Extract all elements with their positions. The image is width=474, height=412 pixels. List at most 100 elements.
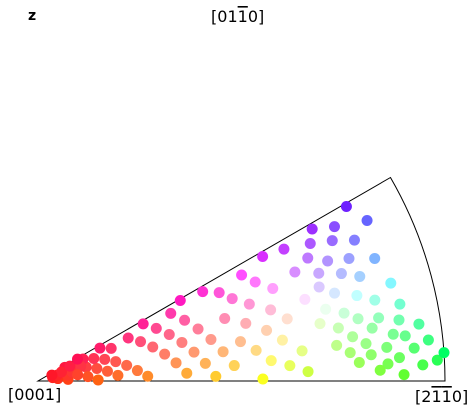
scatter-point (313, 267, 325, 279)
scatter-point (314, 318, 326, 330)
scatter-point (320, 303, 332, 315)
scatter-point (210, 370, 222, 382)
scatter-point (228, 360, 240, 372)
scatter-point (281, 313, 293, 325)
scatter-point (374, 364, 386, 376)
scatter-point (369, 294, 381, 306)
scatter-point (289, 266, 301, 278)
scatter-point (381, 341, 393, 353)
scatter-point (234, 336, 246, 348)
scatter-point (147, 341, 159, 353)
corner-right-i: 1 (442, 387, 452, 406)
scatter-point (351, 290, 363, 302)
scatter-point (369, 252, 381, 264)
scatter-point (122, 332, 134, 344)
scatter-point (165, 307, 177, 319)
scatter-point (135, 336, 147, 348)
scatter-point (340, 201, 352, 212)
scatter-point (91, 362, 103, 374)
scatter-point (174, 295, 186, 306)
scatter-point (373, 312, 385, 324)
scatter-point (243, 298, 255, 310)
scatter-point (197, 286, 209, 298)
scatter-point (72, 369, 84, 381)
scatter-point (226, 293, 238, 305)
scatter-point (302, 366, 314, 378)
scatter-point (322, 255, 334, 267)
scatter-point (302, 252, 314, 264)
scatter-point (398, 369, 410, 381)
scatter-point (417, 359, 429, 371)
scatter-point (360, 338, 372, 350)
scatter-point (331, 339, 343, 351)
scatter-point (393, 352, 405, 364)
scatter-point (347, 331, 359, 343)
scatter-point (261, 324, 273, 336)
scatter-point (313, 281, 325, 293)
scatter-point (352, 313, 364, 325)
scatter-point (338, 307, 350, 319)
scatter-point (354, 270, 366, 282)
scatter-point (296, 345, 308, 357)
scatter-point (265, 304, 277, 316)
corner-label-2-1-1-0: [2110] (415, 387, 468, 406)
scatter-point (176, 336, 188, 348)
scatter-point (137, 318, 149, 330)
corner-0001-h: 0 (14, 385, 24, 404)
scatter-point (159, 348, 171, 360)
scatter-point (121, 359, 133, 371)
corner-0001-i: 0 (35, 385, 45, 404)
scatter-point (55, 366, 67, 378)
scatter-point (99, 353, 111, 365)
scatter-point (110, 356, 122, 368)
scatter-point (326, 235, 338, 247)
scatter-point (131, 365, 143, 377)
reference-axis-label: z (28, 8, 36, 24)
corner-label-0001: [0001] (8, 385, 61, 404)
corner-right-h: 2 (421, 387, 431, 406)
scatter-point (101, 365, 113, 377)
scatter-point (94, 342, 106, 354)
scatter-point (348, 234, 360, 246)
scatter-point (82, 371, 94, 383)
scatter-point (422, 334, 434, 346)
scatter-point (170, 357, 182, 369)
scatter-point (306, 223, 318, 235)
scatter-point (213, 287, 225, 299)
scatter-point (399, 330, 411, 342)
scatter-point (142, 370, 154, 382)
scatter-point (72, 353, 83, 365)
scatter-point (150, 322, 162, 334)
scatter-point (188, 346, 200, 358)
scatter-point (353, 356, 365, 368)
scatter-point (393, 314, 405, 326)
corner-top-k: 1 (227, 7, 237, 26)
scatter-point (361, 215, 373, 226)
scatter-point (250, 344, 262, 356)
corner-top-h: 0 (217, 7, 227, 26)
corner-top-l: 0 (248, 7, 258, 26)
corner-label-01-1-0: [0110] (211, 7, 264, 26)
scatter-point (181, 367, 193, 379)
scatter-point (344, 347, 356, 359)
scatter-point (365, 349, 377, 361)
scatter-point (88, 352, 100, 364)
scatter-point (335, 268, 347, 280)
scatter-point (394, 298, 406, 310)
corner-0001-k: 0 (24, 385, 34, 404)
scatter-point (105, 342, 117, 354)
scatter-point (267, 283, 279, 295)
scatter-point (329, 287, 341, 299)
scatter-point (249, 276, 261, 288)
scatter-point (408, 342, 420, 354)
scatter-point (385, 277, 397, 289)
scatter-point (236, 269, 248, 281)
corner-0001-l: 1 (45, 385, 55, 404)
scatter-point (205, 333, 217, 345)
scatter-point (299, 293, 311, 305)
scatter-point (199, 357, 211, 369)
scatter-points-layer (46, 201, 450, 386)
scatter-point (192, 323, 204, 335)
scatter-point (438, 347, 450, 359)
